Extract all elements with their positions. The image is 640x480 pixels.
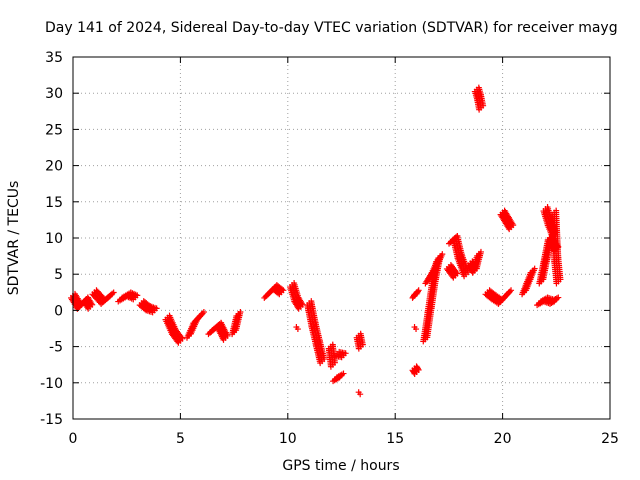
data-point [280,287,287,294]
axis-ticks [72,56,611,420]
data-point [557,276,564,283]
data-point [294,326,301,333]
y-tick-label: -10 [40,376,63,392]
data-point [410,292,417,299]
data-point [200,309,207,316]
data-point [196,313,203,320]
data-point [555,294,562,301]
data-point [130,296,137,303]
y-tick-label: 0 [54,303,63,319]
data-point [357,391,364,398]
data-point [336,374,343,381]
y-tick-label: 15 [45,195,63,211]
data-point [224,332,231,339]
data-points [68,84,564,398]
data-point [461,273,468,280]
data-point [435,255,442,262]
data-point [179,335,186,342]
x-tick-label: 25 [601,431,619,447]
data-point [502,292,509,299]
y-tick-label: 35 [45,50,63,66]
y-tick-label: 5 [54,267,63,283]
data-point [359,341,366,348]
data-point [411,291,418,298]
data-point [480,102,487,109]
x-tick-label: 0 [69,431,78,447]
data-point [220,336,227,343]
data-point [342,350,349,357]
data-point [85,305,92,312]
x-tick-label: 10 [279,431,297,447]
data-point [553,280,560,287]
data-point [338,354,345,361]
data-point [531,265,538,272]
data-point [415,287,422,294]
y-tick-label: 25 [45,122,63,138]
data-point [295,305,302,312]
x-tick-label: 5 [176,431,185,447]
data-point [237,309,244,316]
x-tick-labels: 0 5 10 15 20 25 [69,431,619,447]
data-point [276,291,283,298]
data-point [331,359,338,366]
data-point [477,248,484,255]
data-point [527,269,534,276]
data-point [153,305,160,312]
data-point [410,369,417,376]
data-point [506,288,513,295]
data-point [110,289,117,296]
data-point [551,298,558,305]
data-point [415,366,422,373]
data-point [411,370,418,377]
data-point [414,365,421,372]
y-tick-label: 20 [45,159,63,175]
data-point [317,360,324,367]
data-point [510,222,517,229]
y-tick-label: 10 [45,231,63,247]
data-point [340,370,347,377]
y-axis-label: SDTVAR / TECUs [6,181,22,296]
chart-title: Day 141 of 2024, Sidereal Day-to-day VTE… [45,20,618,36]
data-point [275,290,282,297]
data-point [89,301,96,308]
data-point [454,270,461,277]
y-tick-label: 30 [45,86,63,102]
data-point [134,292,141,299]
x-tick-label: 20 [494,431,512,447]
y-tick-label: -15 [40,412,63,428]
y-tick-label: -5 [49,340,63,356]
data-point [439,251,446,258]
data-point [233,313,240,320]
data-point [506,226,513,233]
data-point [149,309,156,316]
grid-lines [73,57,610,419]
data-point [106,293,113,300]
data-point [508,287,515,294]
data-point [450,274,457,281]
data-point [413,326,420,333]
x-tick-label: 15 [386,431,404,447]
y-tick-labels: -15 -10 -5 0 5 10 15 20 25 30 35 [40,50,63,428]
data-point [175,339,182,346]
x-axis-label: GPS time / hours [282,458,399,474]
data-point [279,286,286,293]
data-point [327,363,334,370]
data-point [321,356,328,363]
data-point [476,106,483,113]
data-point [473,252,480,259]
data-point [414,288,421,295]
data-point [504,291,511,298]
data-point [355,345,362,352]
